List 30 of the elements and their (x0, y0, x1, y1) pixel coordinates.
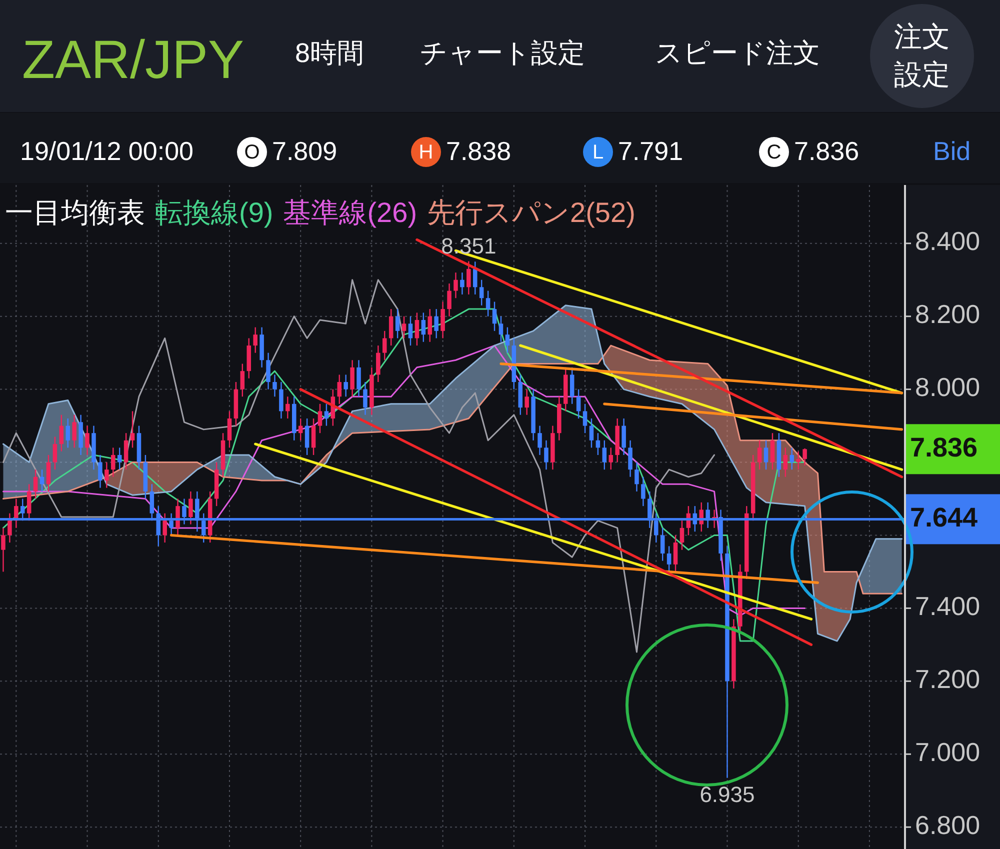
text: 7.836 (910, 432, 978, 462)
y-tick-label: 6.800 (915, 810, 980, 840)
text: Bid (933, 136, 971, 166)
text: チャート設定 (420, 38, 585, 68)
text: L (592, 141, 604, 164)
text: H (418, 141, 434, 164)
text: O (244, 141, 260, 164)
text: 7.838 (446, 136, 512, 166)
text: 7.791 (618, 136, 684, 166)
legend-title: 一目均衡表 (5, 197, 145, 228)
text: 転換線(9) (155, 197, 274, 228)
chart-title: ZAR/JPY (22, 30, 244, 90)
y-tick-label: 8.000 (915, 372, 980, 402)
y-tick-label: 7.000 (915, 737, 980, 768)
annotation: 8.351 (441, 233, 496, 258)
y-tick-label: 8.400 (915, 226, 980, 256)
text: 8時間 (295, 38, 364, 68)
y-tick-label: 7.400 (915, 591, 980, 622)
y-tick-label: 7.200 (915, 664, 980, 694)
text: 基準線(26) (283, 197, 418, 228)
ref-line-label: 7.644 (910, 502, 978, 532)
text: 7.809 (272, 136, 338, 166)
text: C (766, 141, 782, 164)
text: 注文設定 (894, 21, 950, 90)
text: 19/01/12 00:00 (20, 136, 194, 166)
annotation: 6.935 (700, 782, 755, 807)
text: スピード注文 (655, 38, 820, 68)
text: 先行スパン2(52) (427, 197, 636, 228)
y-tick-label: 8.200 (915, 299, 980, 330)
text: 7.836 (794, 136, 860, 166)
